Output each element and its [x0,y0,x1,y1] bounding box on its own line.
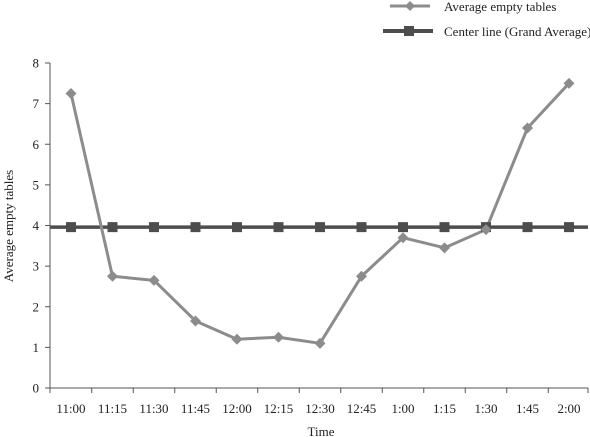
data-point-average-empty-tables [231,333,243,345]
y-tick-label: 3 [33,259,40,274]
x-tick-label: 2:00 [557,401,580,416]
data-point-average-empty-tables [314,337,326,349]
series-lines [50,82,588,345]
series-markers [65,77,575,349]
x-tick-label: 1:15 [433,401,456,416]
data-point-average-empty-tables [148,274,160,286]
legend: Average empty tables Center line (Grand … [383,0,590,39]
x-tick-label: 11:45 [181,401,210,416]
data-point-center-line [232,222,242,233]
data-point-center-line [398,222,408,233]
x-tick-label: 12:15 [264,401,294,416]
x-tick-label: 1:30 [474,401,497,416]
y-tick-label: 2 [33,299,40,314]
y-tick-label: 0 [33,381,40,396]
y-tick-label: 6 [33,137,40,152]
data-point-center-line [439,222,450,233]
data-point-center-line [522,222,533,233]
y-tick-label: 8 [33,56,40,71]
data-point-center-line [356,222,367,233]
y-tick-label: 1 [33,340,40,355]
data-point-average-empty-tables [563,77,575,89]
data-point-center-line [107,222,118,233]
x-tick-label: 1:00 [391,401,414,416]
data-point-average-empty-tables [273,331,284,343]
data-point-average-empty-tables [439,242,450,254]
data-point-center-line [315,222,325,233]
x-tick-label: 11:15 [98,401,127,416]
x-tick-labels: 11:00 11:15 11:30 11:45 12:00 12:15 12:30 12:45… [56,401,580,416]
y-tick-label: 5 [33,177,40,192]
data-point-center-line [564,222,574,233]
x-tick-label: 12:30 [305,401,335,416]
data-point-average-empty-tables [107,270,118,282]
data-point-center-line [190,222,201,233]
data-point-average-empty-tables [480,224,492,236]
y-tick-label: 7 [33,96,40,111]
y-tick-labels: 0 1 2 3 4 5 6 7 8 [33,56,40,396]
legend-marker-average-empty-tables [405,1,415,11]
data-point-average-empty-tables [522,122,533,134]
y-tick-label: 4 [33,218,40,233]
legend-label-average-empty-tables: Average empty tables [444,0,556,14]
x-tick-label: 12:00 [222,401,252,416]
data-point-average-empty-tables [190,315,201,327]
legend-label-center-line: Center line (Grand Average) [444,24,590,39]
data-point-center-line [273,222,284,233]
y-axis-title: Average empty tables [1,170,16,282]
series-line-average-empty-tables [69,82,571,345]
data-point-average-empty-tables [397,232,409,244]
x-axis-title: Time [308,424,335,437]
x-tick-label: 1:45 [516,401,539,416]
data-point-average-empty-tables [65,87,77,99]
data-point-average-empty-tables [356,270,367,282]
data-point-center-line [66,222,76,233]
x-tick-label: 11:30 [139,401,168,416]
legend-marker-center-line [404,26,414,36]
data-point-center-line [149,222,159,233]
x-tick-label: 11:00 [56,401,85,416]
x-tick-label: 12:45 [347,401,377,416]
